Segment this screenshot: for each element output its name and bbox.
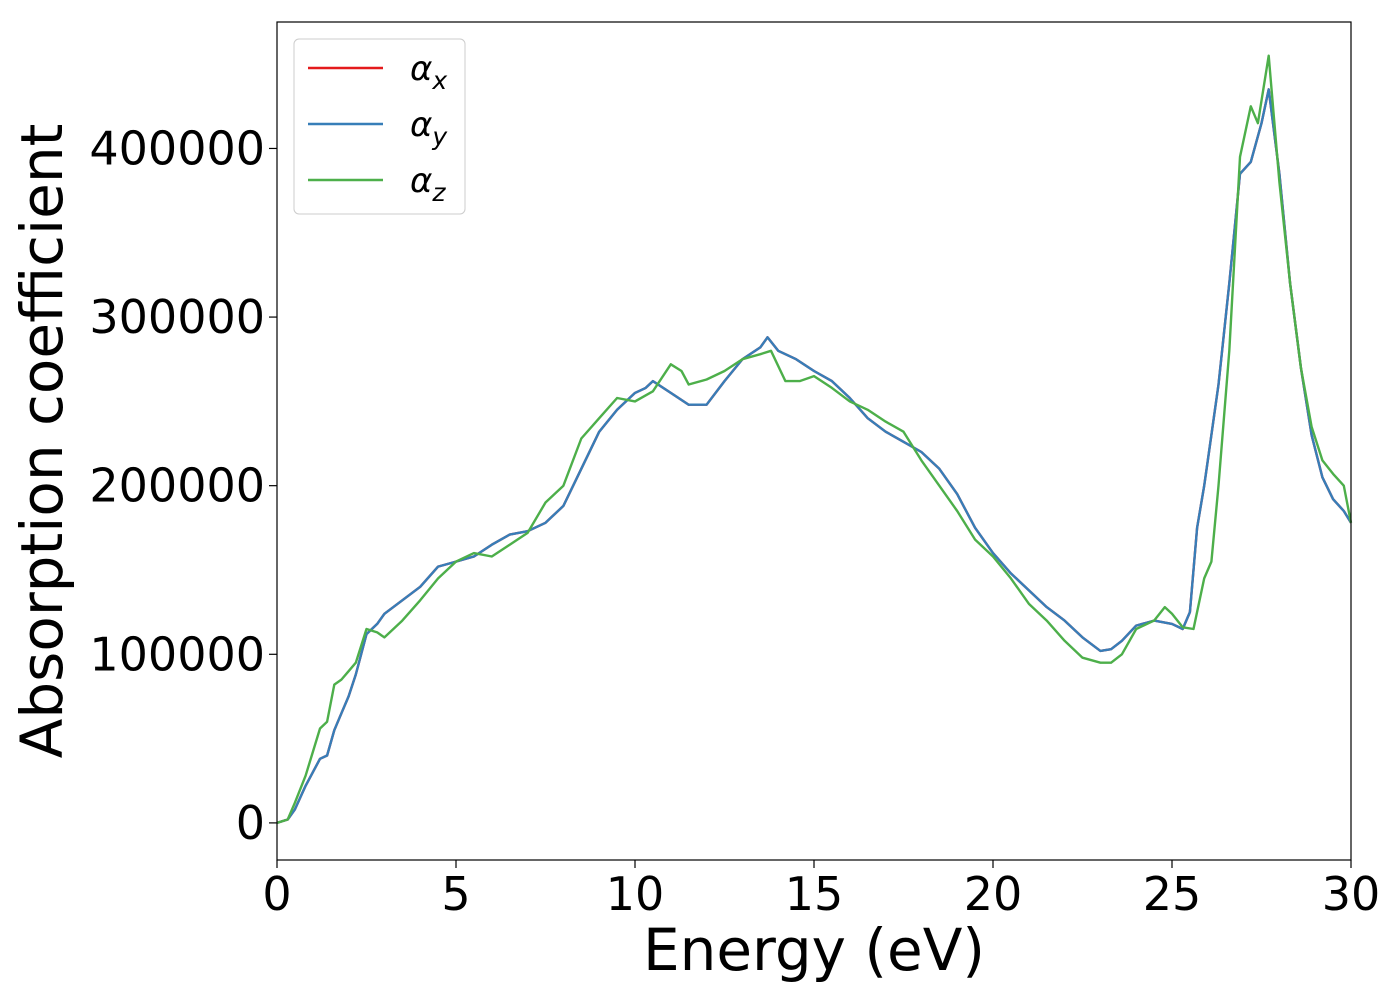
- y-tick-label: 0: [236, 796, 265, 850]
- x-tick-label: 10: [606, 867, 665, 921]
- x-tick-label: 25: [1143, 867, 1202, 921]
- series-line-αy: [276, 88, 1353, 825]
- y-tick-label: 400000: [89, 121, 265, 175]
- legend-label: αx: [410, 49, 447, 95]
- series-lines: [276, 54, 1353, 825]
- legend-box: [293, 38, 466, 215]
- x-tick-label: 5: [441, 867, 470, 921]
- x-tick-label: 15: [785, 867, 844, 921]
- x-tick-label: 30: [1322, 867, 1381, 921]
- y-tick-label: 300000: [89, 290, 265, 344]
- y-tick-label: 100000: [89, 627, 265, 681]
- legend-label: αy: [410, 105, 448, 151]
- y-axis-label: Absorption coefficient: [8, 124, 76, 759]
- x-axis-label: Energy (eV): [643, 916, 985, 984]
- x-tick-label: 20: [964, 867, 1023, 921]
- x-tick-label: 0: [262, 867, 291, 921]
- plot-frame: [276, 21, 1352, 861]
- series-line-αz: [276, 54, 1353, 825]
- y-tick-label: 200000: [89, 459, 265, 513]
- axis-ticks: 0 5 10 15 20 25 30 0 100000 200000 300000 400000: [89, 121, 1380, 921]
